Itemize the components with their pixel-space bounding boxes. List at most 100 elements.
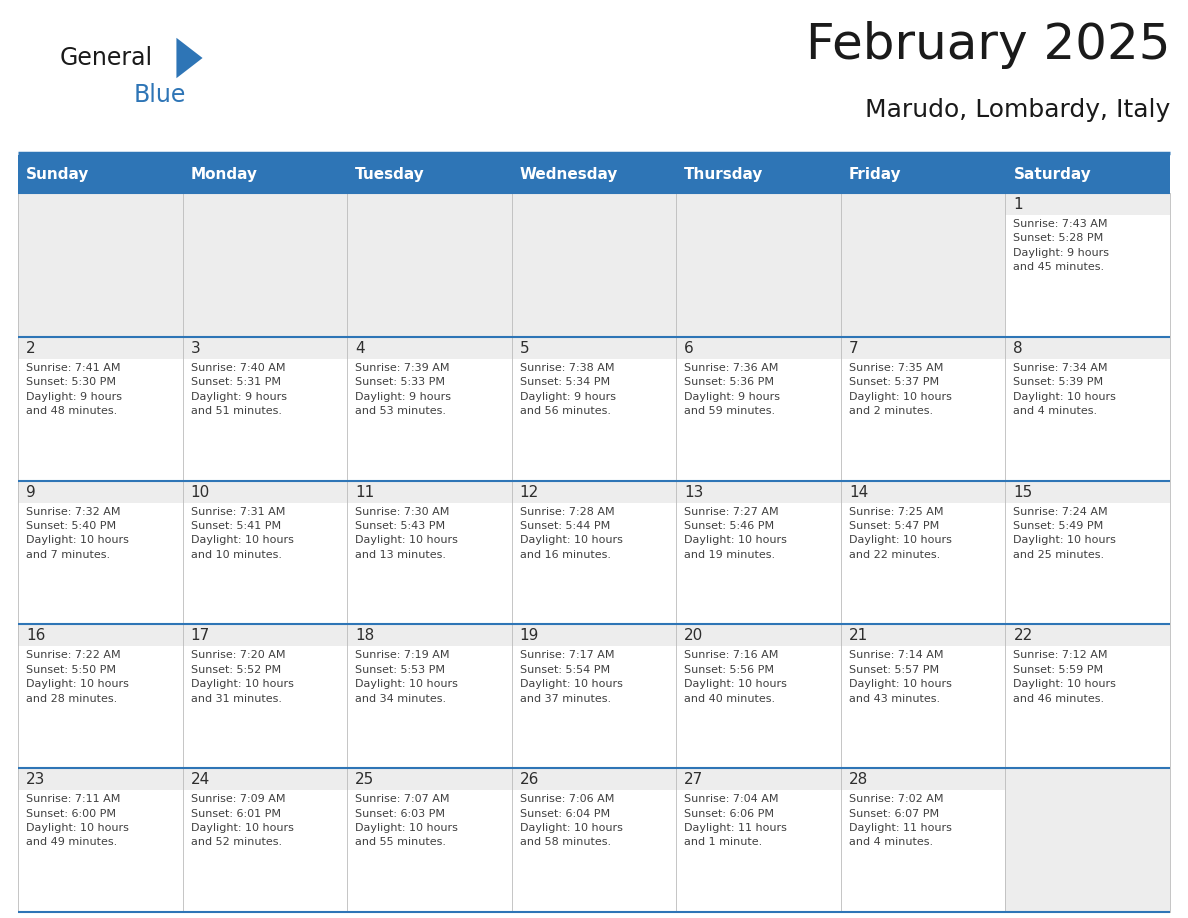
Text: Sunrise: 7:32 AM
Sunset: 5:40 PM
Daylight: 10 hours
and 7 minutes.: Sunrise: 7:32 AM Sunset: 5:40 PM Dayligh… xyxy=(26,507,128,560)
Text: Monday: Monday xyxy=(190,166,258,182)
Text: 20: 20 xyxy=(684,629,703,644)
Bar xyxy=(347,155,512,193)
Bar xyxy=(347,193,512,337)
Text: Thursday: Thursday xyxy=(684,166,764,182)
Text: 2: 2 xyxy=(26,341,36,356)
Bar xyxy=(183,502,347,624)
Bar xyxy=(841,790,1005,912)
Text: Blue: Blue xyxy=(134,83,187,107)
Text: 7: 7 xyxy=(849,341,859,356)
Bar xyxy=(1005,359,1170,481)
Text: 14: 14 xyxy=(849,485,868,499)
Text: 27: 27 xyxy=(684,772,703,788)
Bar xyxy=(183,193,347,337)
Text: Sunrise: 7:38 AM
Sunset: 5:34 PM
Daylight: 9 hours
and 56 minutes.: Sunrise: 7:38 AM Sunset: 5:34 PM Dayligh… xyxy=(519,363,615,416)
Text: Sunrise: 7:07 AM
Sunset: 6:03 PM
Daylight: 10 hours
and 55 minutes.: Sunrise: 7:07 AM Sunset: 6:03 PM Dayligh… xyxy=(355,794,459,847)
Text: 21: 21 xyxy=(849,629,868,644)
Bar xyxy=(1005,481,1170,624)
Text: Sunrise: 7:27 AM
Sunset: 5:46 PM
Daylight: 10 hours
and 19 minutes.: Sunrise: 7:27 AM Sunset: 5:46 PM Dayligh… xyxy=(684,507,788,560)
Text: Sunrise: 7:39 AM
Sunset: 5:33 PM
Daylight: 9 hours
and 53 minutes.: Sunrise: 7:39 AM Sunset: 5:33 PM Dayligh… xyxy=(355,363,451,416)
Text: Sunday: Sunday xyxy=(26,166,89,182)
Bar xyxy=(676,359,841,481)
Bar xyxy=(347,481,512,624)
Bar xyxy=(18,790,183,912)
Text: 6: 6 xyxy=(684,341,694,356)
Bar xyxy=(841,624,1005,768)
Bar xyxy=(512,502,676,624)
Text: Sunrise: 7:02 AM
Sunset: 6:07 PM
Daylight: 11 hours
and 4 minutes.: Sunrise: 7:02 AM Sunset: 6:07 PM Dayligh… xyxy=(849,794,952,847)
Bar xyxy=(1005,502,1170,624)
Text: 9: 9 xyxy=(26,485,36,499)
Bar xyxy=(676,481,841,624)
Bar xyxy=(18,359,183,481)
Bar xyxy=(512,646,676,768)
Text: Sunrise: 7:34 AM
Sunset: 5:39 PM
Daylight: 10 hours
and 4 minutes.: Sunrise: 7:34 AM Sunset: 5:39 PM Dayligh… xyxy=(1013,363,1117,416)
Text: 25: 25 xyxy=(355,772,374,788)
Text: Sunrise: 7:36 AM
Sunset: 5:36 PM
Daylight: 9 hours
and 59 minutes.: Sunrise: 7:36 AM Sunset: 5:36 PM Dayligh… xyxy=(684,363,781,416)
Bar xyxy=(512,337,676,481)
Text: 16: 16 xyxy=(26,629,45,644)
Text: 17: 17 xyxy=(190,629,210,644)
Bar xyxy=(512,790,676,912)
Text: 26: 26 xyxy=(519,772,539,788)
Bar xyxy=(1005,624,1170,768)
Bar xyxy=(676,624,841,768)
Text: Sunrise: 7:41 AM
Sunset: 5:30 PM
Daylight: 9 hours
and 48 minutes.: Sunrise: 7:41 AM Sunset: 5:30 PM Dayligh… xyxy=(26,363,122,416)
Bar xyxy=(512,624,676,768)
Text: Friday: Friday xyxy=(849,166,902,182)
Text: 10: 10 xyxy=(190,485,210,499)
Bar xyxy=(18,624,183,768)
Bar xyxy=(841,481,1005,624)
Bar xyxy=(841,155,1005,193)
Text: Sunrise: 7:28 AM
Sunset: 5:44 PM
Daylight: 10 hours
and 16 minutes.: Sunrise: 7:28 AM Sunset: 5:44 PM Dayligh… xyxy=(519,507,623,560)
Bar xyxy=(183,790,347,912)
Text: February 2025: February 2025 xyxy=(805,21,1170,69)
Bar xyxy=(676,337,841,481)
Text: Sunrise: 7:09 AM
Sunset: 6:01 PM
Daylight: 10 hours
and 52 minutes.: Sunrise: 7:09 AM Sunset: 6:01 PM Dayligh… xyxy=(190,794,293,847)
Bar xyxy=(512,359,676,481)
Bar xyxy=(183,624,347,768)
Bar xyxy=(347,790,512,912)
Bar xyxy=(841,193,1005,337)
Bar xyxy=(183,646,347,768)
Bar xyxy=(183,768,347,912)
Bar xyxy=(512,155,676,193)
Text: Sunrise: 7:14 AM
Sunset: 5:57 PM
Daylight: 10 hours
and 43 minutes.: Sunrise: 7:14 AM Sunset: 5:57 PM Dayligh… xyxy=(849,650,952,703)
Bar xyxy=(676,768,841,912)
Text: Sunrise: 7:04 AM
Sunset: 6:06 PM
Daylight: 11 hours
and 1 minute.: Sunrise: 7:04 AM Sunset: 6:06 PM Dayligh… xyxy=(684,794,788,847)
Bar xyxy=(18,646,183,768)
Bar xyxy=(347,502,512,624)
Text: Saturday: Saturday xyxy=(1013,166,1092,182)
Bar xyxy=(512,481,676,624)
Text: 12: 12 xyxy=(519,485,539,499)
Text: 19: 19 xyxy=(519,629,539,644)
Bar xyxy=(18,768,183,912)
Bar xyxy=(18,502,183,624)
Bar xyxy=(676,502,841,624)
Text: 15: 15 xyxy=(1013,485,1032,499)
Text: 5: 5 xyxy=(519,341,530,356)
Bar xyxy=(1005,768,1170,912)
Text: Sunrise: 7:25 AM
Sunset: 5:47 PM
Daylight: 10 hours
and 22 minutes.: Sunrise: 7:25 AM Sunset: 5:47 PM Dayligh… xyxy=(849,507,952,560)
Text: Sunrise: 7:16 AM
Sunset: 5:56 PM
Daylight: 10 hours
and 40 minutes.: Sunrise: 7:16 AM Sunset: 5:56 PM Dayligh… xyxy=(684,650,788,703)
Bar xyxy=(1005,193,1170,337)
Bar xyxy=(512,768,676,912)
Text: Sunrise: 7:31 AM
Sunset: 5:41 PM
Daylight: 10 hours
and 10 minutes.: Sunrise: 7:31 AM Sunset: 5:41 PM Dayligh… xyxy=(190,507,293,560)
Text: Sunrise: 7:22 AM
Sunset: 5:50 PM
Daylight: 10 hours
and 28 minutes.: Sunrise: 7:22 AM Sunset: 5:50 PM Dayligh… xyxy=(26,650,128,703)
Text: General: General xyxy=(61,46,153,70)
Bar xyxy=(183,481,347,624)
Bar xyxy=(1005,215,1170,337)
Text: Sunrise: 7:40 AM
Sunset: 5:31 PM
Daylight: 9 hours
and 51 minutes.: Sunrise: 7:40 AM Sunset: 5:31 PM Dayligh… xyxy=(190,363,286,416)
Bar xyxy=(347,624,512,768)
Bar xyxy=(676,155,841,193)
Bar xyxy=(841,359,1005,481)
Text: 8: 8 xyxy=(1013,341,1023,356)
Bar xyxy=(18,481,183,624)
Bar xyxy=(676,193,841,337)
Bar xyxy=(841,768,1005,912)
Text: Wednesday: Wednesday xyxy=(519,166,618,182)
Bar xyxy=(841,502,1005,624)
Text: 11: 11 xyxy=(355,485,374,499)
Text: 28: 28 xyxy=(849,772,868,788)
Text: 23: 23 xyxy=(26,772,45,788)
